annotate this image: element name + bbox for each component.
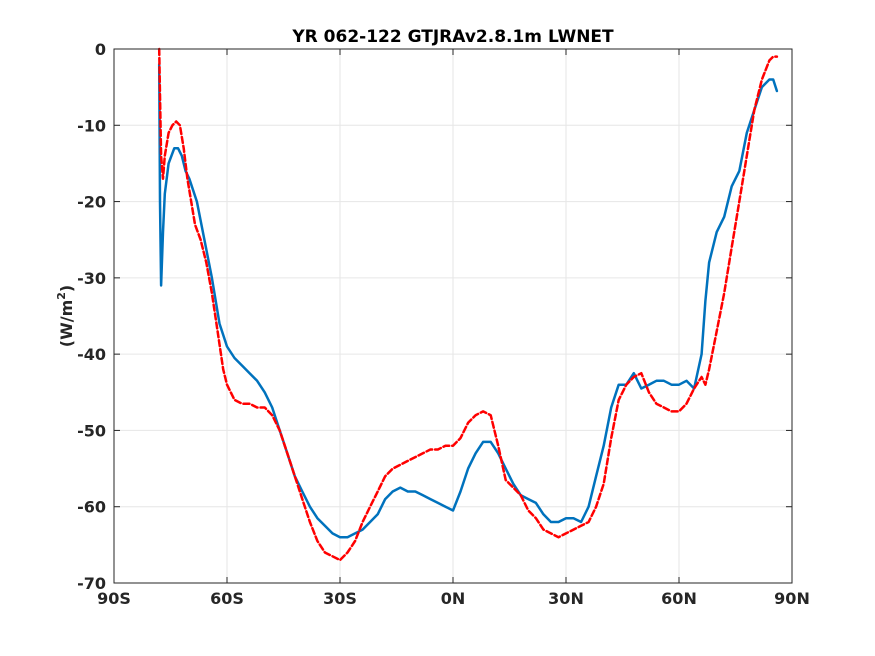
- x-tick-label: 60S: [210, 589, 244, 608]
- axes-box: [113, 48, 793, 584]
- x-tick-label: 30N: [548, 589, 584, 608]
- chart-title: YR 062-122 GTJRAv2.8.1m LWNET: [291, 27, 614, 47]
- series-line-1: [157, 63, 779, 539]
- y-axis-label-close: ): [57, 285, 76, 292]
- x-tick-label: 60N: [661, 589, 697, 608]
- y-axis-label-text: (W/m: [57, 300, 76, 347]
- x-tick-label: 90N: [774, 589, 810, 608]
- x-tick-label: 30S: [323, 589, 357, 608]
- series-group: [157, 47, 779, 562]
- y-axis-label: (W/m2): [55, 285, 76, 347]
- x-tick-label: 0N: [441, 589, 466, 608]
- y-tick-label: -70: [77, 574, 106, 593]
- y-tick-label: -50: [77, 421, 106, 440]
- x-tick-label: 90S: [97, 589, 131, 608]
- y-tick-label: -60: [77, 498, 106, 517]
- axes: 90S 60S 30S 0N 30N 60N 90N 0 -10 -20 -30 -40 -50 -60 -…: [77, 40, 810, 608]
- series-line-2: [157, 47, 779, 562]
- y-tick-label: -30: [77, 269, 106, 288]
- y-tick-label: 0: [95, 40, 106, 59]
- y-tick-label: -10: [77, 116, 106, 135]
- y-tick-label: -40: [77, 345, 106, 364]
- y-axis-label-superscript: 2: [55, 292, 68, 300]
- y-tick-label: -20: [77, 193, 106, 212]
